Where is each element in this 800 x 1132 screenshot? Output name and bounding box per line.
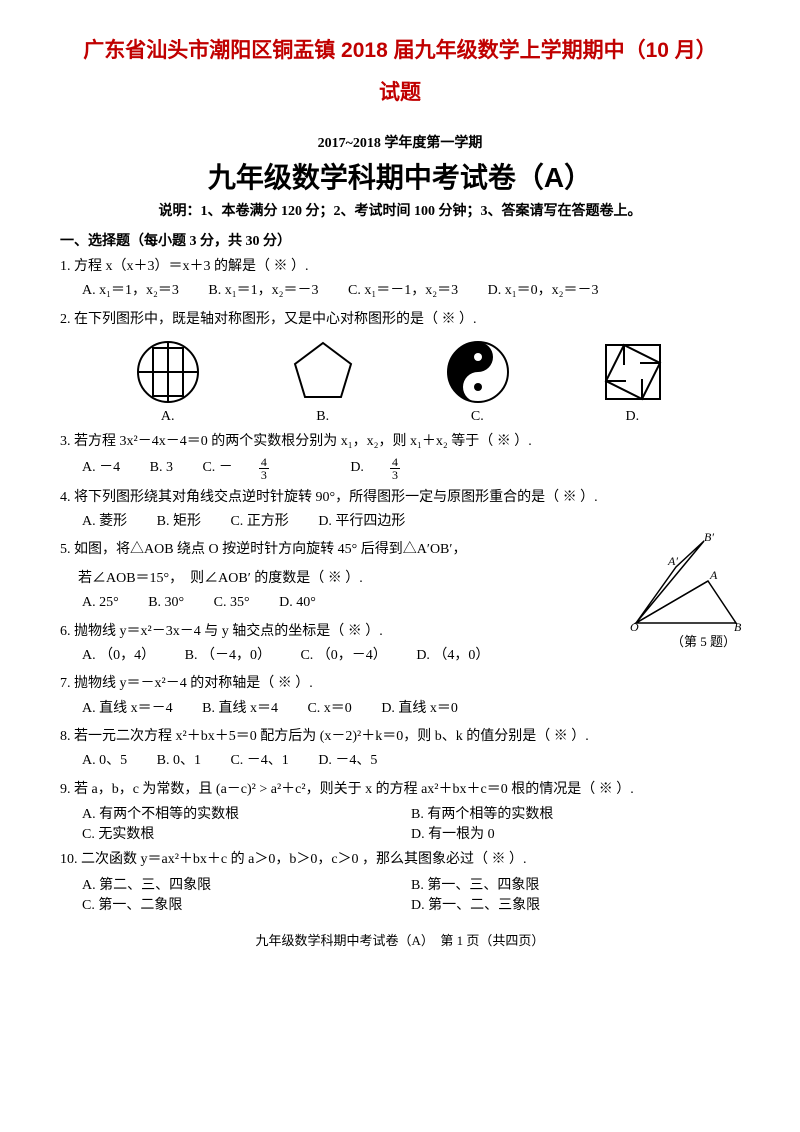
q2-shape-c-icon: [443, 337, 513, 407]
q8-opt-a: A. 0、5: [82, 750, 127, 772]
q5-opt-c: C. 35°: [214, 592, 250, 614]
q7-opt-b: B. 直线 x＝4: [202, 698, 278, 720]
q3-opt-c-pre: C. －: [202, 457, 232, 479]
q9-stem: 9. 若 a，b，c 为常数，且 (a－c)² > a²＋c²，则关于 x 的方…: [60, 779, 740, 801]
q9-opt-b: B. 有两个相等的实数根: [411, 803, 740, 823]
q1-opt-c: C. x₁＝－1，x₂＝3: [348, 280, 458, 302]
q3-stem: 3. 若方程 3x²－4x－4＝0 的两个实数根分别为 x₁，x₂，则 x₁＋x…: [60, 431, 740, 453]
q7-opt-d: D. 直线 x＝0: [381, 698, 458, 720]
q2-shape-d-icon: [598, 337, 668, 407]
q2-shapes-row: [90, 337, 710, 407]
q5-opt-b: B. 30°: [148, 592, 184, 614]
q2-shape-b-icon: [288, 337, 358, 407]
q7-stem: 7. 抛物线 y＝－x²－4 的对称轴是（ ※ ）.: [60, 673, 740, 695]
q3-opt-d: D. 43: [350, 456, 452, 481]
frac-den: 3: [390, 469, 400, 481]
q4-stem: 4. 将下列图形绕其对角线交点逆时针旋转 90°，所得图形一定与原图形重合的是（…: [60, 487, 740, 509]
semester-text: 2017~2018 学年度第一学期: [60, 132, 740, 152]
q3-opt-d-pre: D.: [350, 457, 364, 479]
q2-label-a: A.: [161, 409, 175, 425]
q5-opt-d: D. 40°: [279, 592, 316, 614]
q9-options: A. 有两个不相等的实数根 B. 有两个相等的实数根 C. 无实数根 D. 有一…: [82, 803, 740, 843]
q5-caption: （第 5 题）: [671, 631, 736, 650]
q2-label-b: B.: [316, 409, 329, 425]
q10-stem: 10. 二次函数 y＝ax²＋bx＋c 的 a＞0，b＞0，c＞0 ，那么其图象…: [60, 849, 740, 871]
page-footer: 九年级数学科期中考试卷（A） 第 1 页（共四页）: [60, 930, 740, 949]
q5-figure-icon: O B A A′ B′: [626, 533, 746, 633]
q6-opt-b: B. （－4，0）: [185, 645, 271, 667]
q10-opt-c: C. 第一、二象限: [82, 894, 411, 914]
fraction-icon: 43: [259, 456, 295, 481]
q8-opt-b: B. 0、1: [157, 750, 201, 772]
q3-opt-b: B. 3: [150, 457, 173, 479]
q6-options: A. （0，4） B. （－4，0） C. （0，－4） D. （4，0）: [82, 645, 740, 667]
frac-den: 3: [259, 469, 269, 481]
q1-options: A. x₁＝1，x₂＝3 B. x₁＝1，x₂＝－3 C. x₁＝－1，x₂＝3…: [82, 280, 740, 302]
q5-opt-a: A. 25°: [82, 592, 119, 614]
q1-opt-d: D. x₁＝0，x₂＝－3: [488, 280, 599, 302]
q7-options: A. 直线 x＝－4 B. 直线 x＝4 C. x＝0 D. 直线 x＝0: [82, 698, 740, 720]
q1-stem: 1. 方程 x（x＋3）＝x＋3 的解是（ ※ ）.: [60, 256, 740, 278]
q2-shape-labels: A. B. C. D.: [90, 409, 710, 425]
frac-num: 4: [259, 456, 269, 469]
q7-opt-c: C. x＝0: [307, 698, 351, 720]
svg-text:A: A: [709, 568, 718, 582]
doc-title-line1: 广东省汕头市潮阳区铜盂镇 2018 届九年级数学上学期期中（10 月）: [60, 30, 740, 72]
frac-num: 4: [390, 456, 400, 469]
q4-opt-d: D. 平行四边形: [318, 511, 405, 533]
q2-label-c: C.: [471, 409, 484, 425]
q4-opt-a: A. 菱形: [82, 511, 127, 533]
q8-options: A. 0、5 B. 0、1 C. －4、1 D. －4、5: [82, 750, 740, 772]
q4-opt-b: B. 矩形: [157, 511, 201, 533]
q2-label-d: D.: [625, 409, 639, 425]
q8-stem: 8. 若一元二次方程 x²＋bx＋5＝0 配方后为 (x－2)²＋k＝0，则 b…: [60, 726, 740, 748]
svg-text:O: O: [630, 620, 639, 633]
q10-opt-a: A. 第二、三、四象限: [82, 874, 411, 894]
q1-opt-b: B. x₁＝1，x₂＝－3: [208, 280, 318, 302]
q3-opt-c: C. － 43: [202, 456, 320, 481]
q8-opt-d: D. －4、5: [318, 750, 377, 772]
q4-options: A. 菱形 B. 矩形 C. 正方形 D. 平行四边形: [82, 511, 740, 533]
instructions: 说明：1、本卷满分 120 分；2、考试时间 100 分钟；3、答案请写在答题卷…: [60, 200, 740, 220]
q6-opt-d: D. （4，0）: [416, 645, 489, 667]
q6-opt-a: A. （0，4）: [82, 645, 155, 667]
doc-title-line2: 试题: [60, 72, 740, 114]
paper-header: 九年级数学科期中考试卷（A）: [60, 156, 740, 196]
exam-page: 广东省汕头市潮阳区铜盂镇 2018 届九年级数学上学期期中（10 月） 试题 2…: [0, 0, 800, 979]
svg-text:B′: B′: [704, 533, 714, 544]
q9-opt-c: C. 无实数根: [82, 823, 411, 843]
q2-stem: 2. 在下列图形中，既是轴对称图形，又是中心对称图形的是（ ※ ）.: [60, 309, 740, 331]
q10-opt-d: D. 第一、二、三象限: [411, 894, 740, 914]
q10-opt-b: B. 第一、三、四象限: [411, 874, 740, 894]
q7-opt-a: A. 直线 x＝－4: [82, 698, 173, 720]
fraction-icon: 43: [390, 456, 426, 481]
q3-options: A. －4 B. 3 C. －43 D. 43: [82, 456, 740, 481]
q3-opt-a: A. －4: [82, 457, 120, 479]
q1-opt-a: A. x₁＝1，x₂＝3: [82, 280, 179, 302]
q5-wrapper: 5. 如图，将△AOB 绕点 O 按逆时针方向旋转 45° 后得到△A′OB′，…: [60, 539, 740, 614]
svg-text:A′: A′: [667, 554, 678, 568]
q4-opt-c: C. 正方形: [230, 511, 288, 533]
q9-opt-a: A. 有两个不相等的实数根: [82, 803, 411, 823]
q10-options: A. 第二、三、四象限 B. 第一、三、四象限 C. 第一、二象限 D. 第一、…: [82, 874, 740, 914]
section-1-heading: 一、选择题（每小题 3 分，共 30 分）: [60, 230, 740, 250]
q2-shape-a-icon: [133, 337, 203, 407]
q8-opt-c: C. －4、1: [230, 750, 288, 772]
doc-title: 广东省汕头市潮阳区铜盂镇 2018 届九年级数学上学期期中（10 月） 试题: [60, 30, 740, 114]
q9-opt-d: D. 有一根为 0: [411, 823, 740, 843]
q6-opt-c: C. （0，－4）: [300, 645, 386, 667]
